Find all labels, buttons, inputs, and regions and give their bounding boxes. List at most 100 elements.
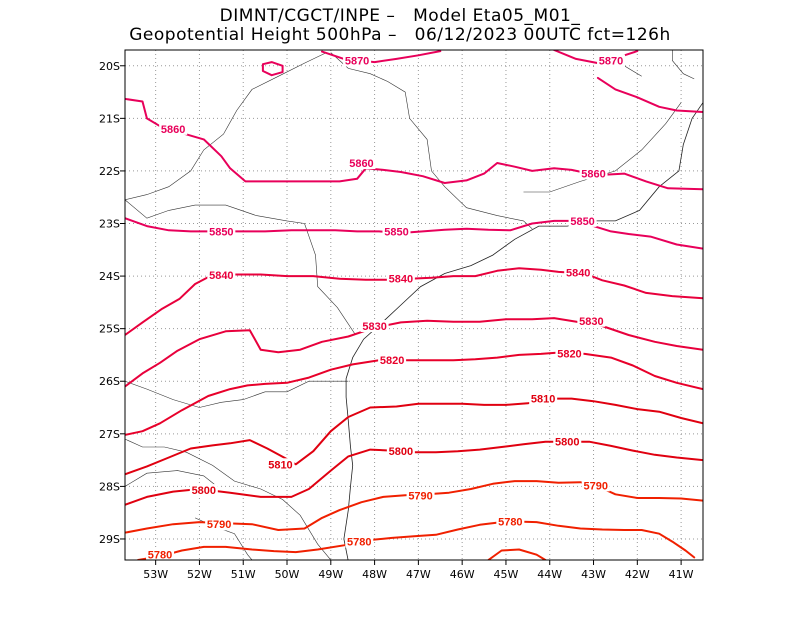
contour-label: 5840 (566, 267, 590, 279)
y-tick-label: 25S (99, 323, 120, 336)
contour-label-bg (529, 392, 558, 405)
axis-ticks: 53W 52W 51W 50W 49W 48W 47W 46W 45W 44W 43W 42W 41W 2… (99, 60, 694, 581)
x-tick-label: 43W (581, 568, 606, 581)
x-tick-label: 52W (187, 568, 212, 581)
contour-5780 (137, 520, 696, 560)
contour-label: 5850 (209, 226, 233, 238)
contour-5800 (125, 440, 703, 506)
contour-label-bg (406, 489, 435, 502)
contour-label-bg (568, 214, 597, 227)
x-tick-label: 50W (275, 568, 300, 581)
y-tick-label: 20S (99, 60, 120, 73)
x-tick-label: 45W (494, 568, 519, 581)
contour-label-bg (382, 225, 411, 238)
x-tick-label: 49W (318, 568, 343, 581)
contour-label: 5820 (557, 348, 581, 360)
x-tick-label: 46W (450, 568, 475, 581)
state-border (125, 52, 327, 201)
state-border (125, 199, 371, 335)
contour-label-bg (266, 458, 295, 471)
state-border (523, 102, 682, 193)
contour-label-bg (564, 266, 593, 279)
contour-label: 5830 (362, 321, 386, 333)
contour-label-bg (345, 535, 374, 548)
contour-label-bg (205, 518, 234, 531)
contour-label-bg (159, 122, 188, 135)
contour-lines (125, 50, 703, 560)
contour-label: 5840 (389, 274, 413, 286)
y-tick-label: 22S (99, 165, 120, 178)
contour-label: 5790 (583, 480, 607, 492)
contour-label: 5810 (531, 394, 555, 406)
chart-title-line1: DIMNT/CGCT/INPE – Model Eta05_M01_ (219, 6, 581, 26)
state-border (125, 438, 332, 560)
contour-5870 (596, 76, 703, 113)
contour-label-bg (555, 347, 584, 360)
chart-title-line2: Geopotential Height 500hPa – 06/12/2023 … (129, 25, 671, 45)
contour-label-bg (553, 435, 582, 448)
contour-label: 5800 (192, 485, 216, 497)
x-tick-label: 42W (625, 568, 650, 581)
contour-label-bg (207, 269, 236, 282)
contour-label: 5860 (161, 124, 185, 136)
contour-5870 (321, 50, 442, 64)
contour-label: 5820 (380, 355, 404, 367)
state-border (672, 50, 695, 80)
y-tick-label: 27S (99, 428, 120, 441)
contour-label: 5780 (148, 550, 172, 562)
contour-label: 5780 (498, 517, 522, 529)
contour-label: 5870 (345, 56, 369, 68)
contour-5780 (487, 548, 547, 560)
contour-label: 5780 (347, 537, 371, 549)
contour-5820 (125, 351, 703, 436)
contour-label: 5870 (599, 56, 623, 68)
contour-label: 5810 (268, 459, 292, 471)
y-tick-label: 21S (99, 112, 120, 125)
contour-label-bg (378, 354, 407, 367)
contour-label-bg (207, 225, 236, 238)
x-tick-label: 51W (231, 568, 256, 581)
contour-label: 5800 (389, 446, 413, 458)
contour-label-bg (579, 167, 608, 180)
contour-label: 5850 (384, 226, 408, 238)
contour-label-bg (577, 314, 606, 327)
contour-label-bg (360, 320, 389, 333)
y-tick-label: 24S (99, 270, 120, 283)
contour-label-bg (146, 548, 175, 561)
state-border (125, 470, 218, 487)
plot-frame (124, 49, 704, 561)
state-border (330, 52, 533, 230)
contour-5860 (125, 97, 703, 191)
y-tick-label: 23S (99, 218, 120, 231)
y-tick-label: 28S (99, 480, 120, 493)
contour-label-bg (597, 54, 626, 67)
x-tick-label: 53W (143, 568, 168, 581)
contour-label-bg (581, 479, 610, 492)
contour-label: 5850 (570, 216, 594, 228)
contour-label-bg (386, 272, 415, 285)
x-tick-label: 44W (537, 568, 562, 581)
grid (125, 50, 703, 560)
contour-label-bg (189, 484, 218, 497)
y-tick-label: 26S (99, 375, 120, 388)
contour-label: 5790 (207, 519, 231, 531)
contour-label-bg (386, 445, 415, 458)
contour-5870 (261, 61, 284, 77)
contour-5810 (125, 397, 703, 476)
y-tick-label: 29S (99, 533, 120, 546)
x-tick-label: 48W (362, 568, 387, 581)
contour-label-bg (343, 54, 372, 67)
contour-label: 5840 (209, 270, 233, 282)
contour-label: 5800 (555, 437, 579, 449)
contour-labels: 5870 5870 5860 5860 5860 5850 5850 5850 5840 5840… (146, 54, 626, 562)
contour-label-bg (347, 157, 376, 170)
contour-label: 5860 (581, 169, 605, 181)
contour-label: 5860 (349, 158, 373, 170)
contour-label: 5830 (579, 316, 603, 328)
state-border (125, 380, 349, 408)
contour-label: 5790 (408, 490, 432, 502)
x-tick-label: 41W (669, 568, 694, 581)
contour-label-bg (496, 515, 525, 528)
x-tick-label: 47W (406, 568, 431, 581)
